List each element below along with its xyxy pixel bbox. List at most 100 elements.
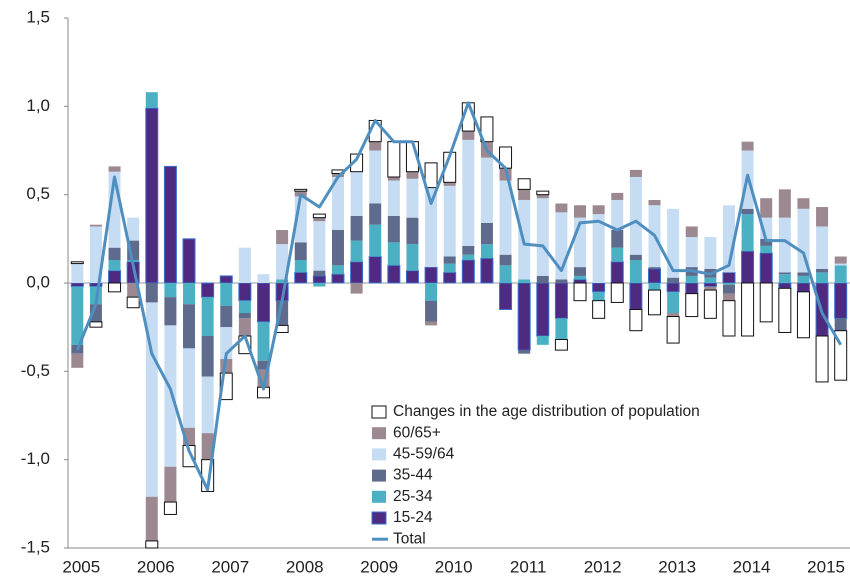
bar-segment	[108, 247, 121, 261]
x-tick-label: 2013	[658, 557, 696, 576]
bar-segment	[238, 282, 252, 302]
bar-segment	[313, 221, 326, 271]
bar-segment	[219, 275, 233, 284]
bar-segment	[312, 275, 326, 284]
bar-segment	[425, 283, 438, 301]
y-tick-label: 0,0	[26, 272, 50, 291]
legend-label: 25-34	[393, 488, 433, 505]
bar-segment	[518, 189, 531, 200]
bar-segment	[201, 282, 215, 298]
bar-segment	[276, 279, 289, 283]
bar-segment	[629, 282, 643, 310]
bar-segment	[201, 297, 214, 336]
legend-swatch	[372, 448, 386, 461]
legend-swatch	[371, 405, 387, 419]
bar-segment	[350, 240, 363, 262]
legend-label: 45-59/64	[393, 445, 455, 462]
bar-segment	[406, 171, 419, 179]
bar-segment	[182, 445, 196, 468]
bar-segment	[760, 245, 773, 253]
bar-segment	[164, 466, 177, 503]
bar-segment	[443, 182, 456, 186]
bar-segment	[425, 300, 438, 322]
total-line	[75, 101, 842, 492]
bar-segment	[778, 287, 792, 333]
bar-segment	[667, 277, 680, 283]
bar-segment	[573, 282, 587, 302]
bar-segment	[350, 283, 363, 294]
bar-segment	[648, 199, 661, 206]
bar-segment	[70, 282, 84, 288]
bar-segment	[108, 270, 122, 284]
bar-segment	[406, 178, 419, 218]
bar-segment	[536, 194, 549, 199]
bar-segment	[145, 496, 158, 541]
bar-segment	[425, 321, 438, 326]
bar-segment	[759, 282, 773, 323]
bar-segment	[108, 282, 122, 293]
bar-segment	[70, 261, 84, 265]
bar-segment	[350, 261, 364, 284]
legend-label: 15-24	[393, 509, 433, 526]
bar-segment	[108, 260, 121, 271]
bar-segment	[331, 230, 344, 266]
bar-segment	[629, 260, 642, 283]
bar-segment	[536, 275, 549, 283]
bar-segment	[592, 291, 605, 301]
x-tick-label: 2008	[286, 557, 324, 576]
bar-segment	[554, 339, 568, 351]
bar-segment	[648, 267, 661, 269]
bar-segment	[592, 205, 605, 215]
bar-segment	[480, 222, 493, 245]
bar-segment	[443, 185, 456, 257]
bar-segment	[760, 198, 773, 218]
x-tick-label: 2006	[137, 557, 175, 576]
bar-segment	[425, 187, 438, 268]
bar-segment	[145, 540, 159, 549]
bar-segment	[369, 150, 382, 204]
bar-segment	[387, 177, 400, 181]
x-tick-label: 2010	[435, 557, 473, 576]
bar-segment	[796, 282, 810, 293]
bar-segment	[145, 302, 158, 497]
bar-segment	[648, 289, 661, 316]
bar-segment	[797, 275, 810, 283]
bar-segment	[201, 376, 214, 434]
bar-segment	[387, 215, 400, 243]
bar-segment	[778, 272, 791, 275]
bar-segment	[816, 226, 829, 269]
bar-segment	[145, 283, 158, 303]
bar-segment	[294, 242, 307, 261]
bar-segment	[592, 300, 606, 319]
legend-label: 60/65+	[393, 424, 441, 441]
bar-segment	[499, 282, 513, 310]
bar-segment	[369, 141, 382, 151]
bar-segment	[499, 180, 512, 255]
bar-segment	[722, 284, 735, 294]
bar-segment	[834, 263, 847, 266]
bar-segment	[574, 205, 587, 218]
bar-segment	[313, 270, 326, 276]
bar-segment	[778, 274, 791, 283]
bar-segment	[443, 271, 457, 284]
bar-segment	[816, 207, 829, 227]
bar-segment	[276, 230, 289, 245]
bar-segment	[555, 203, 568, 213]
bar-segment	[573, 278, 587, 284]
x-tick-label: 2007	[211, 557, 249, 576]
bar-segment	[387, 264, 401, 284]
bar-segment	[834, 265, 847, 283]
bar-segment	[797, 272, 810, 276]
bar-segment	[629, 309, 643, 332]
bar-segment	[517, 178, 531, 190]
bar-segment	[834, 318, 847, 331]
bar-segment	[648, 268, 661, 284]
bar-segment	[163, 165, 177, 284]
bar-segment	[722, 271, 736, 284]
bar-segment	[257, 274, 270, 283]
bar-segment	[405, 270, 419, 284]
bar-segment	[238, 318, 251, 336]
bar-segment	[369, 203, 382, 225]
bar-segment	[183, 304, 196, 349]
bar-segment	[294, 188, 308, 192]
